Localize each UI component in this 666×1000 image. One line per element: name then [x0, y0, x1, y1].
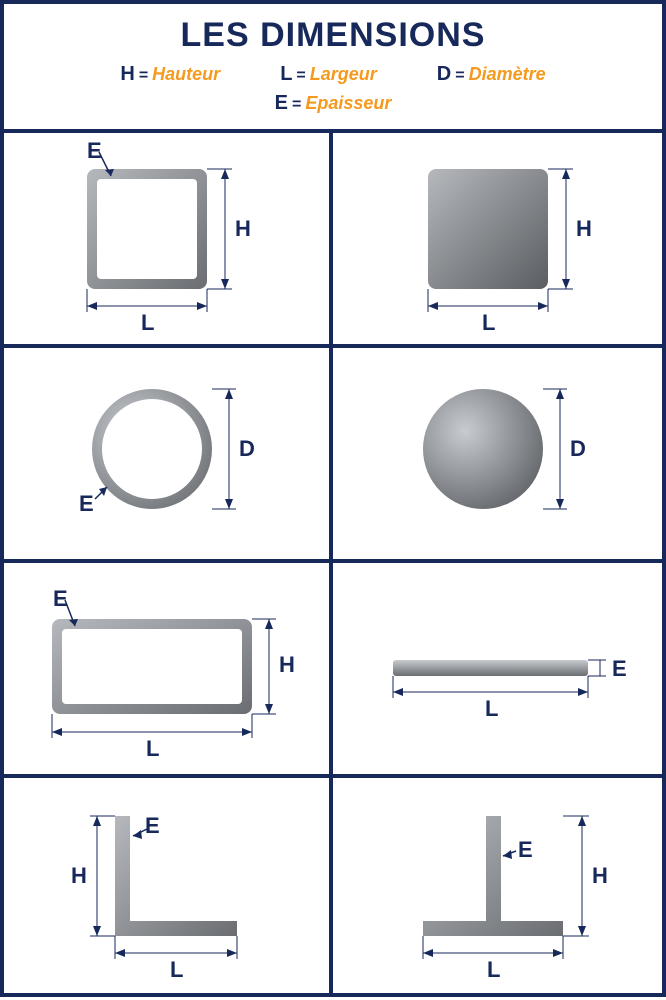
svg-text:L: L — [487, 957, 500, 982]
legend-D: D= Diamètre — [437, 63, 546, 86]
svg-text:E: E — [612, 656, 627, 681]
cell-square-solid: H L — [333, 133, 662, 348]
svg-text:D: D — [239, 436, 255, 461]
svg-text:H: H — [576, 216, 592, 241]
svg-text:L: L — [141, 310, 154, 335]
svg-text:H: H — [592, 863, 608, 888]
svg-text:H: H — [279, 652, 295, 677]
svg-text:D: D — [570, 436, 586, 461]
svg-text:E: E — [87, 138, 102, 163]
svg-text:L: L — [146, 736, 159, 761]
cell-circle-tube: E D — [4, 348, 333, 563]
legend-row-1: H= Hauteur L= Largeur D= Diamètre — [14, 63, 652, 86]
cell-flat-bar: E L — [333, 563, 662, 778]
header: LES DIMENSIONS H= Hauteur L= Largeur D= … — [4, 4, 662, 133]
legend-E: E= Epaisseur — [275, 92, 392, 115]
cell-circle-solid: D — [333, 348, 662, 563]
page-title: LES DIMENSIONS — [14, 16, 652, 55]
legend-row-2: E= Epaisseur — [14, 92, 652, 115]
cell-square-tube: E H L — [4, 133, 333, 348]
svg-text:E: E — [53, 586, 68, 611]
svg-text:L: L — [170, 957, 183, 982]
svg-text:E: E — [79, 491, 94, 516]
legend-L: L= Largeur — [280, 63, 377, 86]
svg-text:H: H — [235, 216, 251, 241]
svg-text:E: E — [145, 813, 160, 838]
cell-rect-tube: E H L — [4, 563, 333, 778]
cell-angle-L: E H L — [4, 778, 333, 993]
container: LES DIMENSIONS H= Hauteur L= Largeur D= … — [0, 0, 666, 997]
svg-text:L: L — [485, 696, 498, 721]
diagram-grid: E H L — [4, 133, 662, 993]
legend-H: H= Hauteur — [120, 63, 220, 86]
svg-text:H: H — [71, 863, 87, 888]
svg-text:E: E — [518, 837, 533, 862]
cell-tee: E H L — [333, 778, 662, 993]
svg-text:L: L — [482, 310, 495, 335]
